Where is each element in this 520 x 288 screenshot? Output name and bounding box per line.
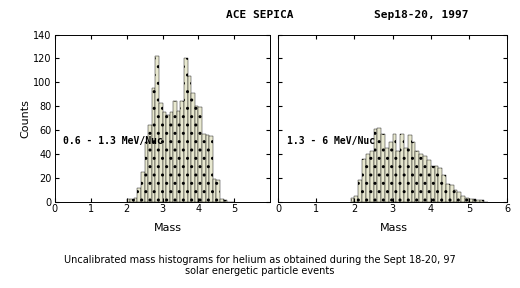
Bar xyxy=(453,190,458,202)
Bar xyxy=(366,154,370,202)
Bar xyxy=(126,199,130,202)
Text: 0.6 - 1.3 MeV/Nuc: 0.6 - 1.3 MeV/Nuc xyxy=(63,137,163,147)
Bar xyxy=(412,142,415,202)
Bar xyxy=(469,199,473,202)
Bar xyxy=(155,56,159,202)
Bar xyxy=(408,135,412,202)
Bar xyxy=(148,125,152,202)
Bar xyxy=(350,198,355,202)
Text: Uncalibrated mass histograms for helium as obtained during the Sept 18-20, 97
so: Uncalibrated mass histograms for helium … xyxy=(64,255,456,276)
Bar xyxy=(446,184,450,202)
Bar xyxy=(220,199,224,202)
Bar xyxy=(435,166,438,202)
Bar xyxy=(370,151,373,202)
Bar xyxy=(480,200,484,202)
Bar xyxy=(199,107,202,202)
Bar xyxy=(184,58,188,202)
Bar xyxy=(385,148,389,202)
Bar xyxy=(170,112,173,202)
Bar xyxy=(419,154,423,202)
Bar xyxy=(162,112,166,202)
Bar xyxy=(373,129,378,202)
Bar xyxy=(195,106,199,202)
Bar xyxy=(355,196,358,202)
Bar xyxy=(442,175,446,202)
Bar xyxy=(173,101,177,202)
Bar xyxy=(458,192,461,202)
Bar xyxy=(159,103,162,202)
Bar xyxy=(166,115,170,202)
Bar xyxy=(137,188,141,202)
Bar xyxy=(216,180,220,202)
Text: Mass: Mass xyxy=(154,223,182,233)
Bar xyxy=(209,136,213,202)
Y-axis label: Counts: Counts xyxy=(21,99,31,137)
Bar xyxy=(206,135,209,202)
Bar xyxy=(152,88,155,202)
Bar xyxy=(202,134,206,202)
Bar xyxy=(461,196,465,202)
Bar xyxy=(180,101,184,202)
Bar xyxy=(145,142,148,202)
Text: ACE SEPICA: ACE SEPICA xyxy=(226,10,294,20)
Bar xyxy=(191,93,195,202)
Bar xyxy=(450,185,453,202)
Text: 1.3 - 6 MeV/Nuc: 1.3 - 6 MeV/Nuc xyxy=(288,137,375,147)
Bar xyxy=(393,134,396,202)
Bar xyxy=(404,148,408,202)
Bar xyxy=(415,151,419,202)
Bar xyxy=(438,168,442,202)
Bar xyxy=(362,159,366,202)
Bar xyxy=(400,134,404,202)
Bar xyxy=(358,180,362,202)
Bar xyxy=(396,151,400,202)
Bar xyxy=(465,198,469,202)
Bar xyxy=(473,199,476,202)
Bar xyxy=(213,179,216,202)
Bar xyxy=(130,199,134,202)
Bar xyxy=(476,200,480,202)
Bar xyxy=(427,160,431,202)
Bar xyxy=(141,172,145,202)
Text: Mass: Mass xyxy=(380,223,408,233)
Bar xyxy=(381,134,385,202)
Bar xyxy=(378,128,381,202)
Text: Sep18-20, 1997: Sep18-20, 1997 xyxy=(373,10,468,20)
Bar xyxy=(389,142,393,202)
Bar xyxy=(134,198,137,202)
Bar xyxy=(177,111,180,202)
Bar xyxy=(431,166,435,202)
Bar xyxy=(188,76,191,202)
Bar xyxy=(224,200,227,202)
Bar xyxy=(423,156,427,202)
